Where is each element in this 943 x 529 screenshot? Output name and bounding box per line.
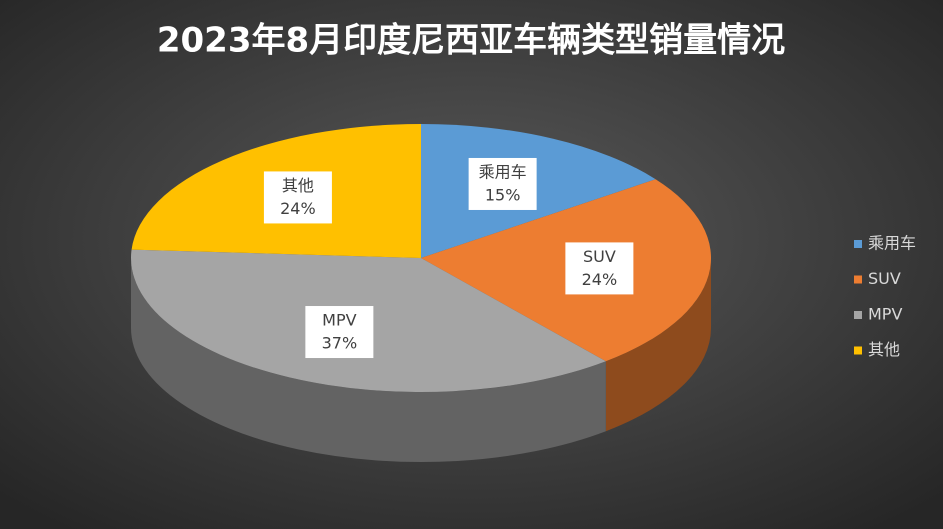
legend-label: MPV xyxy=(868,305,902,324)
data-label-category: 乘用车 xyxy=(479,162,527,181)
legend-swatch xyxy=(854,240,862,248)
legend-swatch xyxy=(854,311,862,319)
data-label-category: MPV xyxy=(322,311,356,330)
data-label-box xyxy=(305,306,374,359)
data-label-category: 其他 xyxy=(282,176,314,195)
legend-label: 乘用车 xyxy=(868,234,916,253)
pie-side xyxy=(605,258,711,432)
legend-swatch xyxy=(854,346,862,355)
data-label-box xyxy=(565,242,634,295)
legend-label: SUV xyxy=(868,269,901,288)
data-label-box xyxy=(263,171,332,224)
data-label-value: 15% xyxy=(485,185,521,204)
pie-side xyxy=(131,258,606,462)
data-label-value: 24% xyxy=(280,199,316,218)
data-label-value: 37% xyxy=(322,334,358,353)
data-label-value: 24% xyxy=(582,270,618,289)
legend-label: 其他 xyxy=(868,340,900,359)
pie-slice xyxy=(421,124,656,258)
data-label-box xyxy=(468,157,537,210)
legend-swatch xyxy=(854,275,862,284)
chart-title: 2023年8月印度尼西亚车辆类型销量情况 xyxy=(157,21,785,61)
data-label-category: SUV xyxy=(583,247,616,266)
